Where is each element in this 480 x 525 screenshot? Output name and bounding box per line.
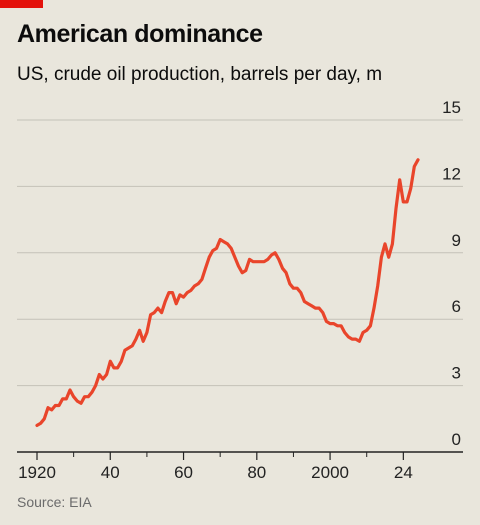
y-tick-label: 6 [452,297,461,316]
series-line [35,158,420,427]
x-tick-label: 80 [247,463,266,482]
chart-subtitle: US, crude oil production, barrels per da… [17,64,383,85]
y-axis-ticks: 0 3 6 9 12 15 [442,98,461,449]
y-tick-label: 15 [442,98,461,117]
y-tick-label: 3 [452,364,461,383]
x-axis-ticks: 1920 40 60 80 2000 24 [18,452,413,482]
y-tick-label: 9 [452,231,461,250]
x-tick-label: 40 [101,463,120,482]
y-tick-label: 12 [442,164,461,183]
x-tick-label: 24 [394,463,413,482]
brand-flag [0,0,43,8]
chart-title: American dominance [17,20,263,48]
x-tick-label: 60 [174,463,193,482]
x-tick-label: 1920 [18,463,56,482]
gridlines [17,119,463,387]
series [35,158,420,427]
x-tick-label: 2000 [311,463,349,482]
y-tick-label: 0 [452,430,461,449]
source-note: Source: EIA [17,494,92,510]
